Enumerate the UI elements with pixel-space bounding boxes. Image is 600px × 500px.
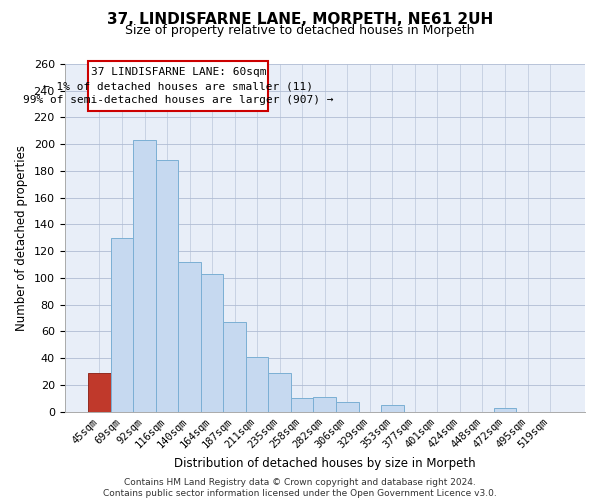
Bar — [381, 405, 404, 411]
Bar — [313, 397, 336, 411]
Text: Contains HM Land Registry data © Crown copyright and database right 2024.
Contai: Contains HM Land Registry data © Crown c… — [103, 478, 497, 498]
Bar — [201, 274, 223, 411]
Text: Size of property relative to detached houses in Morpeth: Size of property relative to detached ho… — [125, 24, 475, 37]
Bar — [88, 373, 111, 412]
Bar — [156, 160, 178, 412]
Bar — [111, 238, 133, 412]
Bar — [246, 357, 268, 412]
FancyBboxPatch shape — [88, 62, 268, 111]
Bar — [178, 262, 201, 412]
Bar — [268, 373, 291, 412]
Text: 37, LINDISFARNE LANE, MORPETH, NE61 2UH: 37, LINDISFARNE LANE, MORPETH, NE61 2UH — [107, 12, 493, 28]
Bar — [494, 408, 516, 412]
Bar — [291, 398, 313, 411]
Y-axis label: Number of detached properties: Number of detached properties — [15, 145, 28, 331]
X-axis label: Distribution of detached houses by size in Morpeth: Distribution of detached houses by size … — [174, 457, 476, 470]
Bar — [133, 140, 156, 411]
Bar — [223, 322, 246, 412]
Text: 37 LINDISFARNE LANE: 60sqm
← 1% of detached houses are smaller (11)
99% of semi-: 37 LINDISFARNE LANE: 60sqm ← 1% of detac… — [23, 67, 334, 105]
Bar — [336, 402, 359, 411]
